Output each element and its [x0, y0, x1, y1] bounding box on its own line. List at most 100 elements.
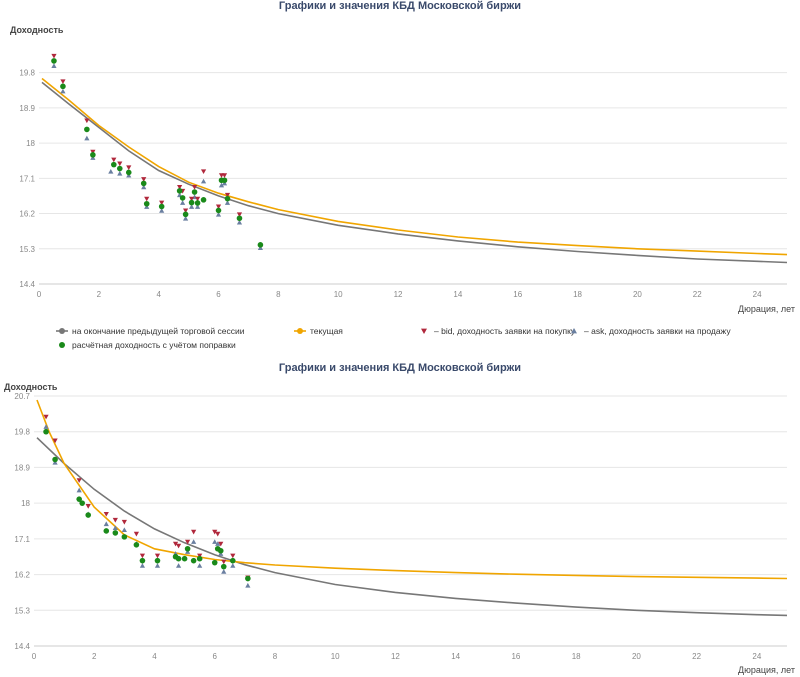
- fitted-point[interactable]: [176, 188, 183, 194]
- fitted-point[interactable]: [85, 512, 92, 518]
- fitted-point[interactable]: [121, 534, 128, 540]
- bid-point[interactable]: [218, 541, 224, 547]
- bid-point[interactable]: [43, 414, 49, 420]
- ask-point[interactable]: [224, 200, 231, 205]
- fitted-point[interactable]: [194, 200, 201, 206]
- fitted-point[interactable]: [179, 195, 186, 201]
- fitted-point[interactable]: [221, 177, 228, 184]
- legend-item-label[interactable]: – ask, доходность заявки на продажу: [584, 326, 731, 336]
- ask-point[interactable]: [103, 521, 109, 527]
- ask-point[interactable]: [212, 539, 218, 544]
- bid-point[interactable]: [188, 196, 195, 202]
- fitted-point[interactable]: [257, 242, 264, 248]
- fitted-point[interactable]: [43, 428, 49, 435]
- fitted-point[interactable]: [60, 83, 66, 90]
- fitted-point[interactable]: [143, 200, 150, 207]
- bid-point[interactable]: [191, 529, 197, 535]
- ask-point[interactable]: [191, 539, 197, 544]
- bid-point[interactable]: [177, 184, 183, 190]
- bid-point[interactable]: [117, 161, 123, 167]
- bid-point[interactable]: [172, 541, 179, 547]
- bid-point[interactable]: [60, 79, 66, 84]
- ask-point[interactable]: [215, 541, 221, 546]
- ask-point[interactable]: [159, 208, 165, 213]
- fitted-point[interactable]: [139, 557, 146, 564]
- fitted-point[interactable]: [154, 557, 161, 564]
- ask-point[interactable]: [76, 487, 82, 493]
- bid-point[interactable]: [76, 478, 82, 483]
- bid-point[interactable]: [221, 559, 227, 565]
- ask-point[interactable]: [180, 200, 186, 205]
- fitted-point[interactable]: [140, 180, 147, 187]
- fitted-point[interactable]: [200, 197, 207, 203]
- ask-point[interactable]: [141, 184, 147, 190]
- bid-point[interactable]: [154, 553, 161, 559]
- fitted-point[interactable]: [133, 542, 140, 548]
- ask-point[interactable]: [112, 525, 118, 531]
- bid-point[interactable]: [112, 517, 118, 523]
- ask-point[interactable]: [60, 88, 66, 94]
- fitted-point[interactable]: [220, 563, 227, 570]
- fitted-point[interactable]: [236, 215, 243, 222]
- bid-point[interactable]: [111, 157, 117, 163]
- bid-point[interactable]: [141, 177, 147, 182]
- bid-point[interactable]: [84, 118, 90, 124]
- bid-point[interactable]: [215, 204, 222, 210]
- fitted-point[interactable]: [84, 126, 90, 133]
- bid-point[interactable]: [194, 196, 201, 202]
- ask-point[interactable]: [175, 563, 182, 568]
- bid-point[interactable]: [126, 165, 132, 171]
- ask-point[interactable]: [230, 563, 236, 568]
- fitted-point[interactable]: [79, 500, 85, 506]
- fitted-point[interactable]: [190, 557, 197, 564]
- bid-point[interactable]: [221, 173, 228, 178]
- fitted-point[interactable]: [217, 547, 224, 554]
- ask-point[interactable]: [139, 563, 146, 568]
- fitted-point[interactable]: [52, 456, 58, 463]
- ask-point[interactable]: [188, 204, 195, 209]
- fitted-point[interactable]: [182, 211, 189, 218]
- ask-point[interactable]: [218, 182, 225, 188]
- ask-point[interactable]: [183, 215, 189, 221]
- bid-point[interactable]: [159, 200, 165, 206]
- bid-point[interactable]: [215, 531, 221, 537]
- fitted-point[interactable]: [125, 169, 132, 176]
- legend-item-label[interactable]: на окончание предыдущей торговой сессии: [72, 326, 245, 336]
- bid-point[interactable]: [185, 539, 191, 545]
- fitted-point[interactable]: [224, 195, 231, 202]
- bid-point[interactable]: [200, 169, 207, 175]
- bid-point[interactable]: [191, 184, 198, 190]
- ask-point[interactable]: [43, 424, 49, 429]
- fitted-point[interactable]: [76, 496, 82, 502]
- legend-item-label[interactable]: расчётная доходность с учётом поправки: [72, 340, 236, 350]
- fitted-point[interactable]: [188, 199, 195, 206]
- bid-point[interactable]: [212, 529, 218, 535]
- ask-point[interactable]: [221, 569, 227, 574]
- fitted-point[interactable]: [184, 545, 191, 552]
- ask-point[interactable]: [215, 211, 222, 217]
- ask-point[interactable]: [245, 582, 251, 588]
- ask-point[interactable]: [197, 563, 203, 568]
- bid-point[interactable]: [139, 553, 146, 559]
- fitted-point[interactable]: [181, 555, 188, 562]
- fitted-point[interactable]: [211, 559, 218, 566]
- bid-point[interactable]: [144, 196, 150, 202]
- bid-point[interactable]: [51, 53, 57, 59]
- fitted-point[interactable]: [90, 152, 96, 158]
- ask-point[interactable]: [194, 204, 201, 209]
- ask-point[interactable]: [154, 563, 161, 568]
- fitted-point[interactable]: [103, 528, 110, 534]
- ask-point[interactable]: [51, 63, 57, 68]
- ask-point[interactable]: [236, 219, 243, 225]
- fitted-point[interactable]: [175, 555, 182, 562]
- bid-point[interactable]: [52, 438, 58, 444]
- fitted-point[interactable]: [158, 203, 165, 210]
- fitted-point[interactable]: [112, 530, 119, 536]
- fitted-point[interactable]: [111, 161, 117, 168]
- fitted-point[interactable]: [191, 189, 198, 195]
- bid-point[interactable]: [224, 192, 231, 198]
- bid-point[interactable]: [85, 504, 91, 509]
- bid-point[interactable]: [121, 519, 127, 525]
- ask-point[interactable]: [84, 135, 90, 141]
- fitted-point[interactable]: [51, 58, 57, 64]
